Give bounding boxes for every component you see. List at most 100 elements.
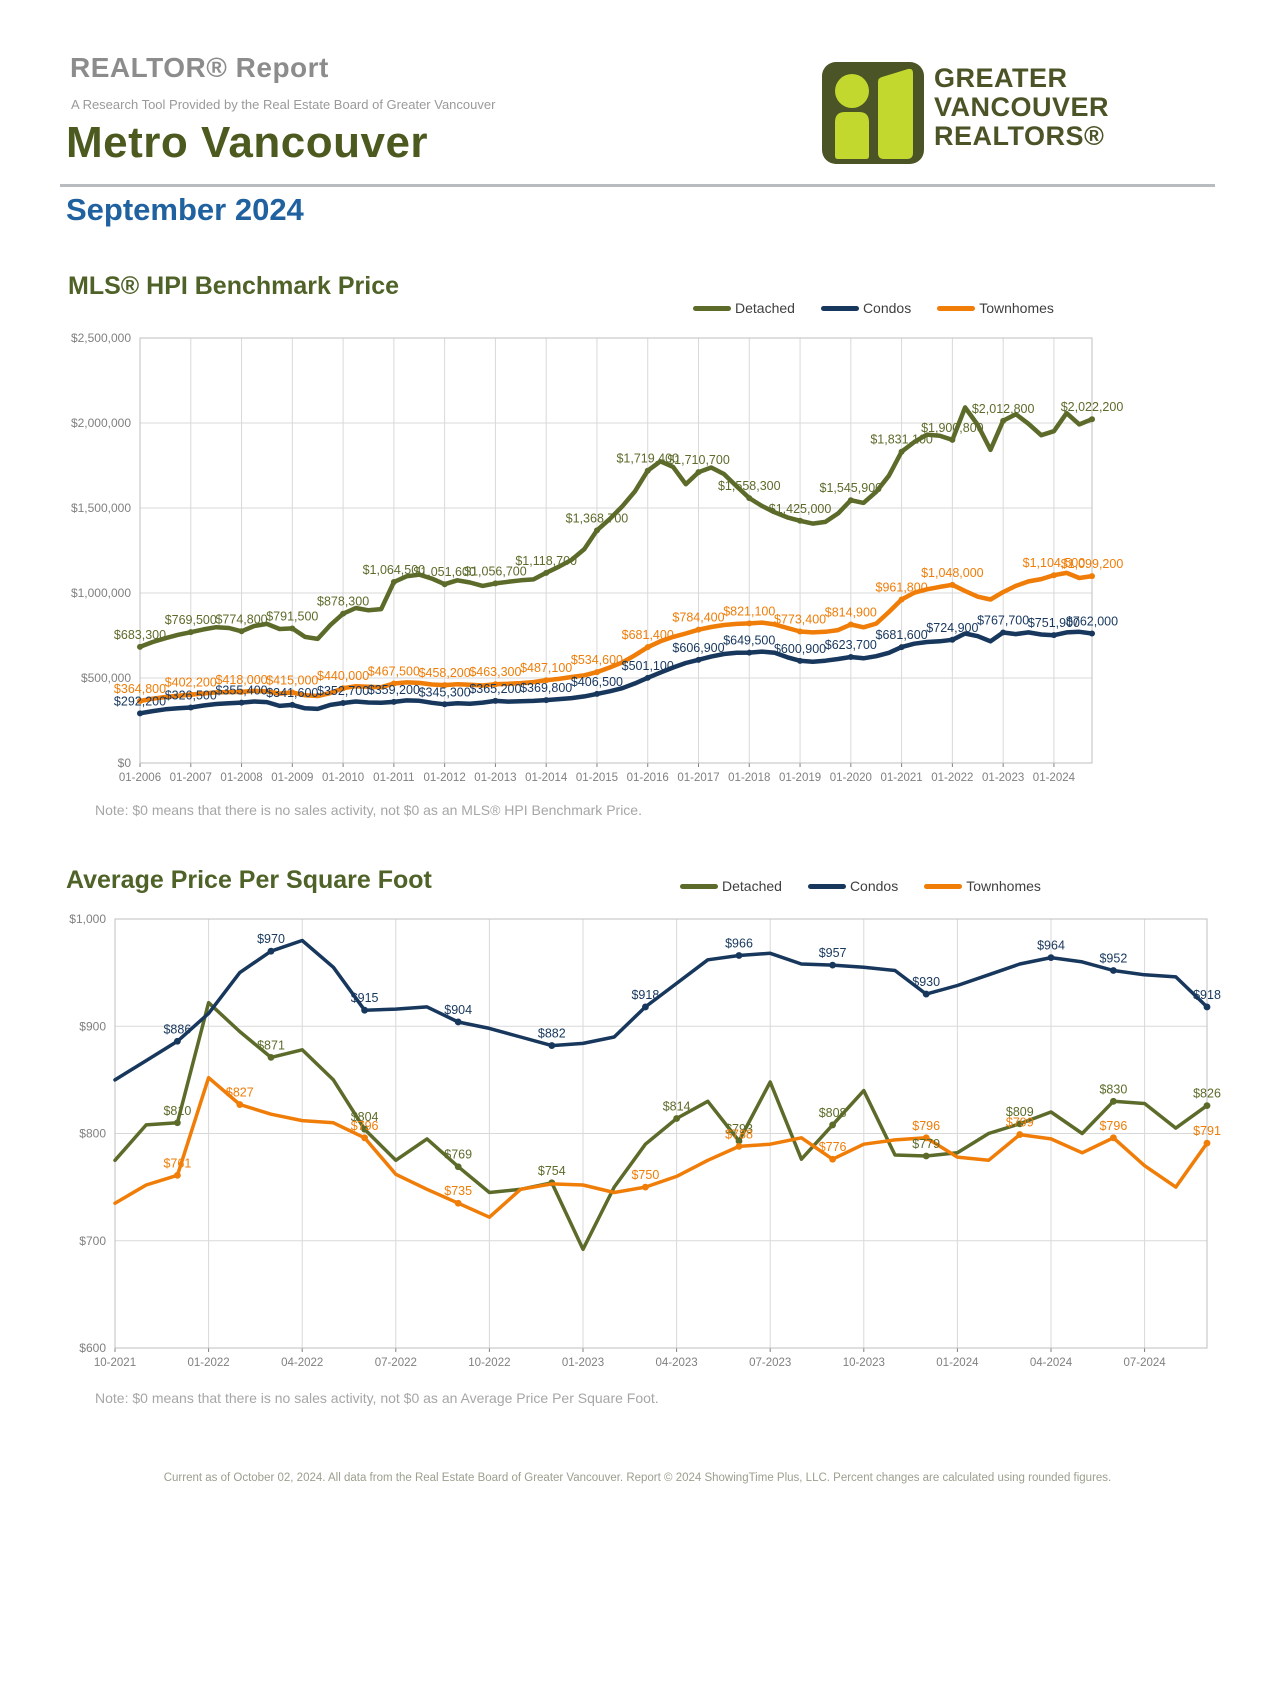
svg-text:$826: $826 <box>1193 1087 1221 1101</box>
townhomes-line-swatch-icon <box>937 305 976 311</box>
svg-text:$900: $900 <box>79 1019 106 1033</box>
svg-text:$467,500: $467,500 <box>368 665 420 679</box>
svg-text:01-2015: 01-2015 <box>576 772 618 784</box>
svg-text:$808: $808 <box>819 1106 847 1120</box>
avg-price-per-sqft-chart: $600 $700 $800 $900 $1,000 10-2021 01-2022 04-2… <box>69 912 1221 1369</box>
svg-text:$784,400: $784,400 <box>672 611 724 625</box>
svg-text:01-2018: 01-2018 <box>728 772 770 784</box>
svg-text:$791,500: $791,500 <box>266 609 318 623</box>
svg-text:$886: $886 <box>163 1022 191 1036</box>
svg-text:$600: $600 <box>79 1341 106 1355</box>
svg-text:$1,099,200: $1,099,200 <box>1061 557 1124 571</box>
svg-text:$793: $793 <box>725 1122 753 1136</box>
svg-text:01-2008: 01-2008 <box>220 772 262 784</box>
svg-text:04-2023: 04-2023 <box>655 1357 697 1369</box>
svg-text:$830: $830 <box>1099 1082 1127 1096</box>
svg-text:01-2022: 01-2022 <box>187 1357 229 1369</box>
svg-text:$1,558,300: $1,558,300 <box>718 479 781 493</box>
svg-text:$904: $904 <box>444 1003 472 1017</box>
svg-text:$326,500: $326,500 <box>165 688 217 702</box>
condos-line-swatch-icon <box>820 305 859 311</box>
svg-text:$681,600: $681,600 <box>876 628 928 642</box>
legend-entry-condos: Condos <box>807 878 898 894</box>
svg-text:$957: $957 <box>819 946 847 960</box>
svg-text:$2,012,800: $2,012,800 <box>972 402 1035 416</box>
detached-line-swatch-icon <box>693 305 731 311</box>
svg-text:$918: $918 <box>631 988 659 1002</box>
svg-text:$649,500: $649,500 <box>723 634 775 648</box>
svg-text:01-2019: 01-2019 <box>779 772 821 784</box>
svg-text:01-2012: 01-2012 <box>424 772 466 784</box>
svg-text:01-2023: 01-2023 <box>562 1357 604 1369</box>
svg-text:$796: $796 <box>912 1119 940 1133</box>
svg-text:$1,056,700: $1,056,700 <box>464 564 527 578</box>
svg-text:$767,700: $767,700 <box>977 613 1029 627</box>
gvr-logo-line3: REALTORS® <box>934 121 1105 151</box>
svg-text:01-2017: 01-2017 <box>677 772 719 784</box>
svg-text:07-2022: 07-2022 <box>375 1357 417 1369</box>
svg-text:07-2023: 07-2023 <box>749 1357 791 1369</box>
svg-text:$788: $788 <box>725 1127 753 1141</box>
svg-text:$1,118,700: $1,118,700 <box>515 554 577 568</box>
svg-text:$776: $776 <box>819 1140 847 1154</box>
svg-text:10-2022: 10-2022 <box>468 1357 510 1369</box>
svg-text:$0: $0 <box>118 756 132 770</box>
gvr-logo-icon <box>820 60 926 171</box>
svg-text:$750: $750 <box>631 1168 659 1182</box>
svg-text:$882: $882 <box>538 1027 566 1041</box>
svg-text:$369,800: $369,800 <box>520 681 572 695</box>
svg-text:01-2013: 01-2013 <box>474 772 516 784</box>
svg-text:$769: $769 <box>444 1148 472 1162</box>
svg-text:04-2022: 04-2022 <box>281 1357 323 1369</box>
report-title: REALTOR® Report <box>70 52 329 83</box>
svg-text:$2,000,000: $2,000,000 <box>71 416 131 430</box>
svg-text:$1,545,900: $1,545,900 <box>820 481 883 495</box>
gvr-logo-line2: VANCOUVER <box>934 92 1110 122</box>
svg-text:$779: $779 <box>912 1137 940 1151</box>
svg-text:01-2009: 01-2009 <box>271 772 313 784</box>
svg-text:$418,000: $418,000 <box>215 673 267 687</box>
svg-text:$804: $804 <box>351 1110 379 1124</box>
ppsf-chart-title: Average Price Per Square Foot <box>66 866 432 894</box>
svg-text:$1,000,000: $1,000,000 <box>71 586 131 600</box>
svg-text:$487,100: $487,100 <box>520 661 572 675</box>
legend-entry-detached: Detached <box>693 300 795 316</box>
svg-text:$681,400: $681,400 <box>622 628 674 642</box>
svg-text:$700: $700 <box>79 1234 106 1248</box>
condos-line-swatch-icon <box>807 883 846 889</box>
svg-text:$359,200: $359,200 <box>368 683 420 697</box>
svg-text:$735: $735 <box>444 1184 472 1198</box>
svg-text:$966: $966 <box>725 936 753 950</box>
svg-text:$683,300: $683,300 <box>114 628 166 642</box>
legend-entry-condos: Condos <box>820 300 911 316</box>
svg-text:$915: $915 <box>351 991 379 1005</box>
svg-text:$1,425,000: $1,425,000 <box>769 502 832 516</box>
svg-text:$402,200: $402,200 <box>165 676 217 690</box>
hpi-benchmark-price-chart: $0 $500,000 $1,000,000 $1,500,000 $2,000,000… <box>71 331 1124 784</box>
svg-text:$1,719,400: $1,719,400 <box>616 452 679 466</box>
svg-text:$796: $796 <box>1099 1119 1127 1133</box>
svg-text:$774,800: $774,800 <box>215 612 267 626</box>
svg-text:$800: $800 <box>79 1127 106 1141</box>
svg-text:$810: $810 <box>163 1104 191 1118</box>
svg-text:$930: $930 <box>912 975 940 989</box>
hpi-chart-legend: Detached Condos Townhomes <box>693 300 1054 316</box>
gvr-logo-line1: GREATER <box>934 63 1068 93</box>
svg-text:$292,200: $292,200 <box>114 694 166 708</box>
legend-label-detached: Detached <box>735 300 795 316</box>
svg-text:01-2022: 01-2022 <box>931 772 973 784</box>
svg-text:$1,000: $1,000 <box>69 912 106 926</box>
svg-text:$809: $809 <box>1006 1105 1034 1119</box>
svg-text:$415,000: $415,000 <box>266 673 318 687</box>
svg-text:$1,710,700: $1,710,700 <box>667 453 730 467</box>
svg-text:$500,000: $500,000 <box>81 671 131 685</box>
svg-text:$365,200: $365,200 <box>469 682 521 696</box>
svg-text:$2,022,200: $2,022,200 <box>1061 400 1124 414</box>
report-period: September 2024 <box>66 192 304 227</box>
svg-text:$1,500,000: $1,500,000 <box>71 501 131 515</box>
svg-text:$952: $952 <box>1099 951 1127 965</box>
report-tagline: A Research Tool Provided by the Real Est… <box>71 97 496 112</box>
svg-text:$799: $799 <box>1006 1116 1034 1130</box>
svg-text:10-2021: 10-2021 <box>94 1357 136 1369</box>
